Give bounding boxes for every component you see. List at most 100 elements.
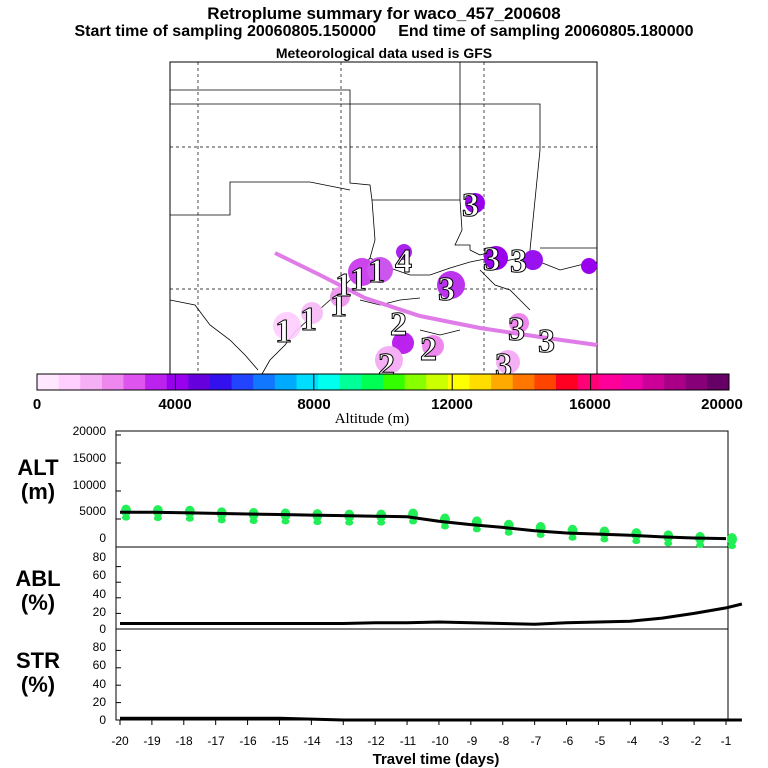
plume-particle xyxy=(581,258,597,274)
x-tick-label: -17 xyxy=(207,734,225,748)
day-label: 1 xyxy=(275,313,292,350)
alt-particle-point xyxy=(313,519,322,526)
colorbar-segments xyxy=(37,374,730,390)
abl-panel-label: ABL xyxy=(15,566,60,591)
colorbar-tick-label: 0 xyxy=(33,396,41,413)
alt-mean-line xyxy=(120,510,727,541)
plume-particle xyxy=(465,193,485,213)
plume-particle xyxy=(273,312,301,340)
colorbar-segment xyxy=(599,374,622,390)
x-tick-label: -7 xyxy=(531,734,542,748)
x-tick-label: -10 xyxy=(431,734,449,748)
met-data-note: Meteorological data used is GFS xyxy=(275,45,493,61)
day-label: 1 xyxy=(350,261,367,298)
alt-panel-label: ALT xyxy=(17,455,59,480)
str-line xyxy=(120,716,742,722)
alt-particle-point xyxy=(472,526,481,533)
plume-particle xyxy=(375,346,403,374)
plume-particle xyxy=(523,250,543,270)
x-tick-label: -8 xyxy=(499,734,510,748)
alt-particle-point xyxy=(728,543,736,550)
x-tick-label: -2 xyxy=(691,734,702,748)
alt-ytick: 0 xyxy=(99,531,106,545)
colorbar-segment xyxy=(58,374,81,390)
colorbar-segment xyxy=(447,374,470,390)
colorbar-ticks xyxy=(36,374,730,390)
str-ytick: 0 xyxy=(99,713,106,727)
x-tick-label: -12 xyxy=(367,734,385,748)
colorbar-segment xyxy=(491,374,514,390)
x-tick-label: -3 xyxy=(659,734,670,748)
colorbar-segment xyxy=(339,374,362,390)
day-label: 1 xyxy=(300,301,317,338)
colorbar-segment xyxy=(231,374,254,390)
abl-ytick: 40 xyxy=(93,587,107,601)
figure-title: Retroplume summary for waco_457_200608 xyxy=(207,4,561,23)
plume-particle xyxy=(496,350,520,374)
x-axis-ticks xyxy=(119,720,727,725)
colorbar-segment xyxy=(37,374,60,390)
abl-line xyxy=(120,602,743,626)
alt-ytick: 15000 xyxy=(73,451,107,465)
colorbar-segment xyxy=(318,374,341,390)
day-label: 3 xyxy=(510,243,527,280)
abl-ytick: 60 xyxy=(93,568,107,582)
alt-particle-point xyxy=(696,542,705,549)
alt-particle-point xyxy=(249,517,258,524)
colorbar-tick-label: 12000 xyxy=(431,396,473,413)
alt-particle-point xyxy=(409,518,418,525)
plume-particle xyxy=(509,313,529,333)
day-label: 3 xyxy=(462,187,479,224)
altitude-colorbar: 0 4000 8000 12000 16000 20000 Altitude (… xyxy=(33,373,743,427)
colorbar-segment xyxy=(534,374,557,390)
abl-ytick: 0 xyxy=(99,622,106,636)
colorbar-segment xyxy=(123,374,146,390)
x-tick-label: -4 xyxy=(627,734,638,748)
plume-particle xyxy=(392,332,414,354)
map-gridlines xyxy=(170,62,597,374)
day-label: 3 xyxy=(508,311,525,348)
plume-particle xyxy=(367,257,393,283)
time-series-panels: ALT (m) 20000 15000 10000 5000 0 ABL (%)… xyxy=(15,424,743,768)
alt-panel-unit: (m) xyxy=(21,479,55,504)
str-panel-unit: (%) xyxy=(21,672,55,697)
x-tick-label: -6 xyxy=(563,734,574,748)
x-tick-label: -15 xyxy=(271,734,289,748)
alt-particle-point xyxy=(504,529,513,536)
day-label: 1 xyxy=(368,253,385,290)
day-label: 3 xyxy=(438,271,455,308)
retroplume-map: 1 1 1 1 1 1 2 2 2 3 3 3 3 3 3 3 4 xyxy=(169,61,598,385)
colorbar-segment xyxy=(707,374,730,390)
str-ytick: 80 xyxy=(93,640,107,654)
alt-particle-point xyxy=(600,536,609,543)
panels-frame xyxy=(115,430,729,721)
str-ytick: 20 xyxy=(93,695,107,709)
colorbar-segment xyxy=(253,374,276,390)
alt-particle-point xyxy=(153,515,162,522)
x-axis-title: Travel time (days) xyxy=(373,751,500,768)
x-tick-label: -16 xyxy=(239,734,257,748)
abl-panel: ABL (%) 80 60 40 20 0 xyxy=(15,550,743,636)
plume-particle xyxy=(484,246,508,270)
str-ytick: 40 xyxy=(93,677,107,691)
str-panel-label: STR xyxy=(16,648,60,673)
colorbar-segment xyxy=(101,374,124,390)
colorbar-segment xyxy=(361,374,384,390)
plume-particles xyxy=(273,193,597,374)
abl-ytick: 20 xyxy=(93,605,107,619)
alt-panel: ALT (m) 20000 15000 10000 5000 0 xyxy=(17,424,737,550)
day-label: 2 xyxy=(420,331,437,368)
colorbar-tick-label: 8000 xyxy=(297,396,330,413)
x-tick-label: -18 xyxy=(175,734,193,748)
day-label: 3 xyxy=(538,323,555,360)
alt-particle-point xyxy=(345,519,354,526)
colorbar-segment xyxy=(166,374,189,390)
colorbar-segment xyxy=(469,374,492,390)
alt-ytick: 10000 xyxy=(73,478,107,492)
colorbar-segment xyxy=(296,374,319,390)
colorbar-tick-label: 20000 xyxy=(701,396,743,413)
colorbar-segment xyxy=(210,374,233,390)
colorbar-segment xyxy=(188,374,211,390)
alt-ytick: 20000 xyxy=(73,424,107,438)
